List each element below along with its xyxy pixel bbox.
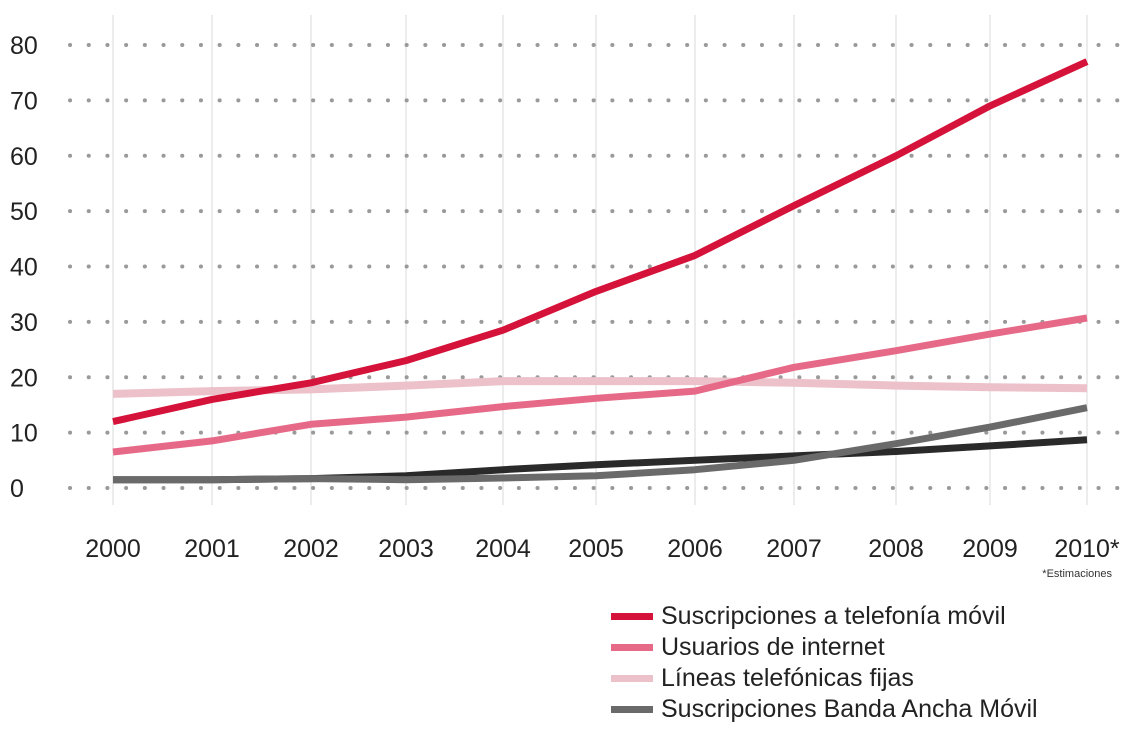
y-tick-label: 10 — [10, 420, 38, 448]
y-tick-label: 80 — [10, 32, 38, 60]
legend-item-mobile: Suscripciones a telefonía móvil — [611, 601, 1121, 632]
y-tick-label: 0 — [10, 475, 24, 503]
y-tick-label: 20 — [10, 364, 38, 392]
y-tick-label: 50 — [10, 198, 38, 226]
legend-label-landlines: Líneas telefónicas fijas — [661, 664, 914, 692]
series-line-1 — [112, 314, 1088, 456]
x-tick-label: 2000 — [85, 535, 141, 563]
legend-item-mobile-broadband: Suscripciones Banda Ancha Móvil — [611, 694, 1121, 725]
x-tick-label: 2002 — [283, 535, 339, 563]
series-line-3 — [113, 404, 1088, 484]
y-tick-label: 70 — [10, 87, 38, 115]
x-axis-tick-labels: 2000 2001 2002 2003 2004 2005 2006 2007 2008 2009… — [85, 535, 1120, 563]
y-tick-label: 30 — [10, 309, 38, 337]
x-tick-label: 2005 — [568, 535, 624, 563]
x-tick-label: 2001 — [184, 535, 240, 563]
vertical-gridlines — [112, 15, 1088, 505]
legend-item-landlines: Líneas telefónicas fijas — [611, 663, 1121, 694]
x-tick-label: 2007 — [766, 535, 822, 563]
x-tick-label: 2006 — [667, 535, 723, 563]
y-tick-label: 40 — [10, 254, 38, 282]
x-tick-label: 2004 — [475, 535, 531, 563]
legend-swatch-mobile-broadband — [611, 706, 653, 713]
horizontal-gridlines — [68, 43, 1120, 490]
legend-label-internet: Usuarios de internet — [661, 633, 885, 661]
series-lines — [112, 58, 1089, 484]
y-axis-tick-labels: 0 10 20 30 40 50 60 70 80 — [10, 32, 38, 503]
footnote: *Estimaciones — [1042, 568, 1112, 580]
y-tick-label: 60 — [10, 143, 38, 171]
legend-swatch-landlines — [611, 675, 653, 682]
legend: Suscripciones a telefonía móvil Usuarios… — [611, 601, 1121, 725]
legend-swatch-mobile — [611, 613, 653, 620]
x-tick-label: 2003 — [378, 535, 434, 563]
x-tick-label: 2010* — [1054, 535, 1120, 563]
legend-item-internet: Usuarios de internet — [611, 632, 1121, 663]
legend-label-mobile: Suscripciones a telefonía móvil — [661, 602, 1006, 630]
legend-swatch-internet — [611, 644, 653, 651]
x-tick-label: 2009 — [962, 535, 1018, 563]
x-tick-label: 2008 — [868, 535, 924, 563]
series-line-0 — [112, 58, 1089, 426]
legend-label-mobile-broadband: Suscripciones Banda Ancha Móvil — [661, 695, 1038, 723]
